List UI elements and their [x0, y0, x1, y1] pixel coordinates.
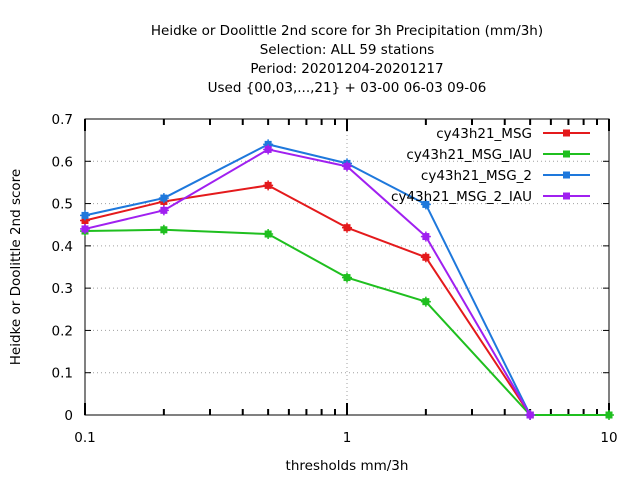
legend-label: cy43h21_MSG_2_IAU — [391, 189, 532, 205]
series-line — [84, 148, 531, 416]
y-tick-label: 0.3 — [52, 281, 73, 297]
chart-title: Heidke or Doolittle 2nd score for 3h Pre… — [151, 23, 543, 96]
series-cy43h21_MSG — [80, 180, 536, 420]
series-cy43h21_MSG_2_IAU — [80, 144, 536, 420]
x-axis-label: thresholds mm/3h — [286, 458, 409, 474]
legend-swatch-marker — [563, 150, 570, 158]
title-line: Used {00,03,...,21} + 03-00 06-03 09-06 — [208, 80, 487, 96]
y-tick-label: 0.7 — [52, 112, 73, 128]
x-tick-label: 1 — [343, 430, 352, 446]
legend-label: cy43h21_MSG_2 — [421, 168, 532, 184]
x-tick-label: 10 — [600, 430, 617, 446]
title-line: Selection: ALL 59 stations — [260, 42, 435, 58]
legend-swatch-marker — [563, 129, 570, 137]
legend: cy43h21_MSG cy43h21_MSG_IAU cy43h21_MSG_2c… — [391, 126, 590, 205]
y-tick-label: 0.4 — [52, 239, 73, 255]
legend-label: cy43h21_MSG — [436, 126, 532, 142]
y-tick-label: 0.6 — [52, 154, 73, 170]
legend-label: cy43h21_MSG_IAU — [406, 147, 532, 163]
series — [80, 139, 614, 420]
series-cy43h21_MSG_IAU — [80, 224, 614, 420]
title-line: Period: 20201204-20201217 — [250, 61, 443, 77]
legend-swatch-marker — [563, 192, 570, 200]
y-tick-label: 0.5 — [52, 197, 73, 213]
x-tick-label: 0.1 — [74, 430, 95, 446]
series-line — [84, 184, 531, 416]
legend-swatch-marker — [563, 171, 570, 179]
title-line: Heidke or Doolittle 2nd score for 3h Pre… — [151, 23, 543, 39]
y-tick-label: 0 — [64, 408, 73, 424]
series-line — [84, 143, 532, 416]
y-tick-label: 0.1 — [52, 366, 73, 382]
x-axis-ticks: 0.1 1 10 — [74, 119, 618, 446]
y-axis-ticks: 0 0.1 0.2 0.3 0.4 0.5 0.6 0.7 — [52, 112, 609, 424]
y-axis-label: Heidke or Doolittle 2nd score — [8, 169, 24, 365]
y-tick-label: 0.2 — [52, 323, 73, 339]
grid — [85, 119, 609, 415]
